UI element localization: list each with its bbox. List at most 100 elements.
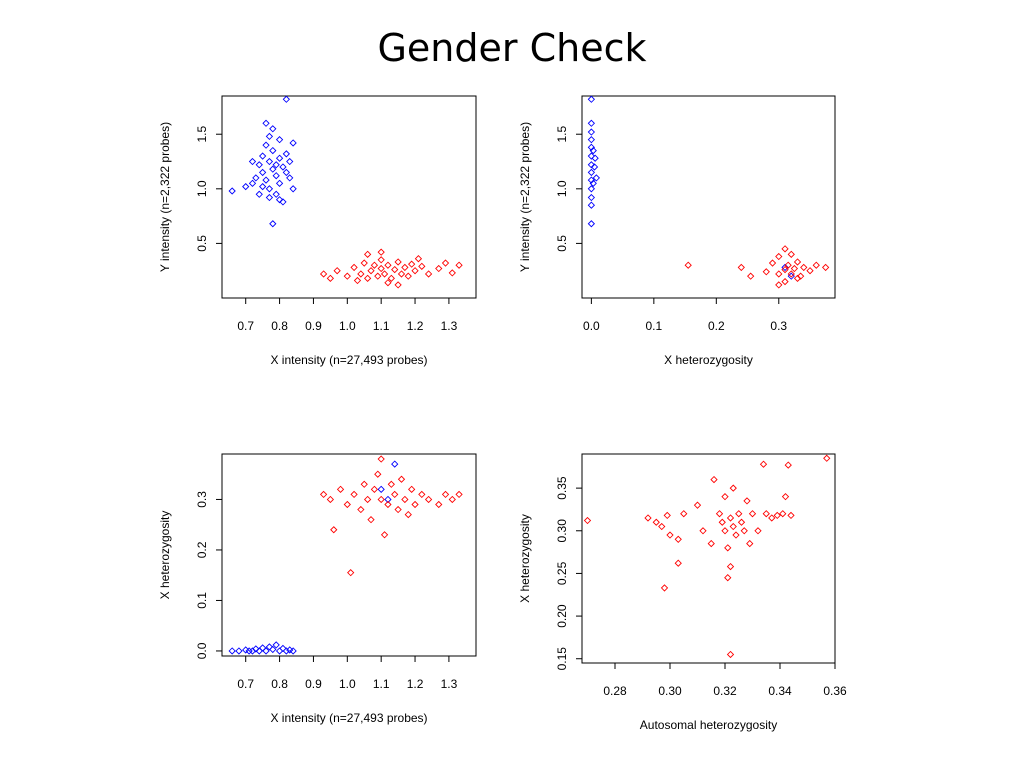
male-point bbox=[269, 645, 277, 654]
x-tick-label: 1.3 bbox=[441, 319, 458, 333]
female-point bbox=[401, 263, 409, 272]
female-point bbox=[448, 269, 456, 277]
y-axis-label: X heterozygosity bbox=[518, 514, 532, 603]
scatter-plot-4: 0.28 0.30 0.32 0.34 0.36 0.15 0.20 0.25 0.30 0.35… bbox=[518, 453, 847, 732]
female-point bbox=[781, 265, 789, 274]
female-point bbox=[404, 272, 412, 280]
female-point bbox=[394, 281, 402, 289]
female-point bbox=[762, 510, 770, 518]
female-point bbox=[374, 272, 382, 280]
male-point bbox=[587, 119, 596, 127]
female-point bbox=[336, 485, 345, 493]
male-point bbox=[591, 154, 599, 162]
x-tick-label: 1.1 bbox=[373, 677, 390, 691]
male-point bbox=[265, 193, 274, 202]
female-point bbox=[737, 518, 746, 526]
male-point bbox=[259, 644, 267, 652]
female-point bbox=[397, 270, 406, 278]
male-point bbox=[275, 647, 284, 655]
female-point bbox=[781, 277, 789, 286]
female-point bbox=[414, 255, 423, 263]
male-point bbox=[279, 644, 287, 653]
female-point bbox=[779, 510, 787, 518]
male-point bbox=[272, 172, 280, 180]
male-point bbox=[275, 196, 284, 204]
female-point bbox=[330, 526, 338, 534]
female-point bbox=[740, 527, 748, 535]
x-tick-label: 0.9 bbox=[305, 677, 322, 691]
male-point bbox=[272, 641, 280, 649]
male-point bbox=[391, 460, 399, 468]
female-point bbox=[775, 270, 783, 278]
female-point bbox=[732, 531, 740, 539]
female-point bbox=[729, 522, 737, 531]
female-point bbox=[793, 258, 802, 266]
male-point bbox=[265, 185, 274, 193]
scatter-plot-3: 0.7 0.8 0.9 1.0 1.1 1.2 1.3 0.0 0.1 0.2 0.3 X inten… bbox=[158, 453, 477, 725]
female-point bbox=[781, 493, 790, 501]
female-point bbox=[380, 270, 389, 278]
female-point bbox=[773, 511, 781, 520]
female-point bbox=[377, 455, 385, 463]
female-point bbox=[680, 510, 688, 518]
female-point bbox=[350, 263, 358, 272]
male-point bbox=[289, 139, 297, 147]
scatter-plot-2: 0.0 0.1 0.2 0.3 0.5 1.0 1.5 X heterozygosity Y i… bbox=[518, 95, 836, 367]
female-point bbox=[746, 539, 754, 548]
male-point bbox=[592, 174, 601, 182]
male-point bbox=[589, 179, 597, 187]
plot-frame bbox=[221, 453, 477, 657]
female-point bbox=[735, 510, 743, 518]
female-point bbox=[806, 267, 814, 275]
male-point bbox=[377, 485, 385, 493]
female-point bbox=[357, 505, 365, 514]
female-point bbox=[370, 261, 379, 269]
female-point bbox=[353, 276, 362, 285]
male-point bbox=[781, 263, 789, 272]
male-point bbox=[228, 647, 236, 655]
male-point bbox=[587, 152, 596, 160]
male-point bbox=[275, 136, 284, 144]
x-tick-label: 1.2 bbox=[407, 677, 424, 691]
female-point bbox=[435, 264, 443, 273]
male-point bbox=[235, 647, 243, 655]
x-tick-label: 0.28 bbox=[603, 684, 627, 698]
female-point bbox=[699, 527, 707, 535]
y-tick-label: 0.30 bbox=[555, 519, 569, 543]
female-point bbox=[754, 527, 762, 535]
y-tick-label: 0.25 bbox=[555, 561, 569, 585]
plot-frame bbox=[581, 95, 836, 299]
female-point bbox=[721, 493, 729, 501]
female-point bbox=[441, 490, 450, 499]
slide-title: Gender Check bbox=[377, 26, 647, 70]
female-point bbox=[583, 516, 592, 525]
female-point bbox=[455, 490, 463, 499]
female-point bbox=[394, 505, 402, 514]
female-point bbox=[724, 574, 732, 582]
female-point bbox=[726, 650, 735, 659]
scatter-plot-1: 0.7 0.8 0.9 1.0 1.1 1.2 1.3 0.5 1.0 1.5 X intensit… bbox=[158, 95, 477, 367]
female-point bbox=[343, 500, 351, 509]
x-tick-label: 0.0 bbox=[583, 319, 600, 333]
male-point bbox=[262, 119, 270, 127]
male-point bbox=[587, 136, 596, 144]
female-point bbox=[384, 500, 392, 509]
x-axis-label: X intensity (n=27,493 probes) bbox=[270, 711, 427, 725]
female-point bbox=[784, 461, 792, 469]
female-point bbox=[418, 490, 426, 499]
male-point bbox=[269, 165, 277, 173]
female-point bbox=[448, 495, 456, 504]
x-axis-label: X intensity (n=27,493 probes) bbox=[270, 353, 427, 367]
male-point bbox=[248, 157, 257, 166]
female-point bbox=[319, 490, 328, 499]
x-tick-label: 1.0 bbox=[339, 677, 356, 691]
female-point bbox=[781, 245, 789, 253]
female-point bbox=[377, 264, 385, 273]
y-axis-label: Y intensity (n=2,322 probes) bbox=[158, 122, 172, 272]
female-point bbox=[658, 522, 666, 531]
x-tick-label: 0.3 bbox=[770, 319, 787, 333]
male-point bbox=[272, 161, 280, 169]
x-tick-label: 0.7 bbox=[237, 319, 254, 333]
x-tick-label: 0.8 bbox=[271, 319, 288, 333]
female-point bbox=[347, 569, 355, 577]
